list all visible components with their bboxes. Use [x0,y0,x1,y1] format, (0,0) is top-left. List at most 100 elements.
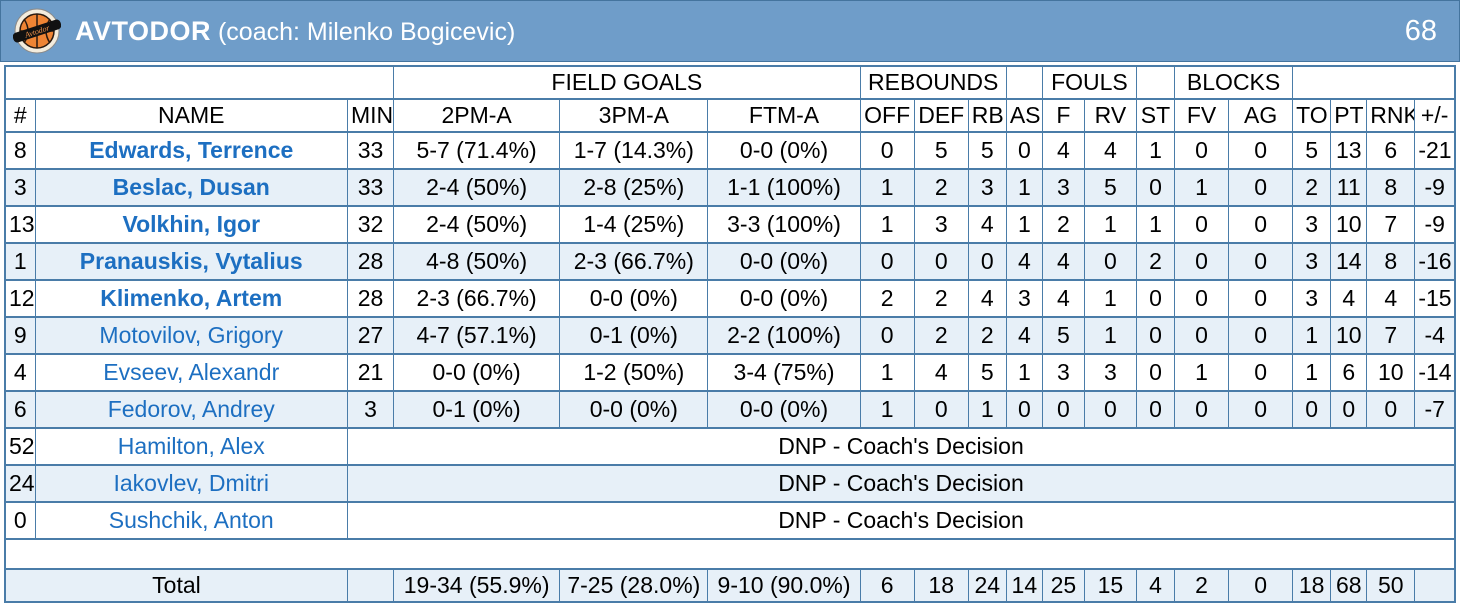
stat-cell: 2 [1135,242,1176,281]
col-header-number: # [4,98,36,133]
group-rebounds: REBOUNDS [859,65,1007,100]
stat-cell: 5-7 (71.4%) [393,131,561,170]
stat-cell: 0 [1135,279,1176,318]
stat-cell: 0 [1083,390,1137,429]
total-plusminus [1414,568,1456,603]
col-header-off: OFF [859,98,915,133]
stat-cell: 1 [859,168,915,207]
box-score-table: FIELD GOALS REBOUNDS FOULS BLOCKS # NAME… [4,65,1456,603]
stat-cell: 0 [1228,131,1294,170]
player-number: 4 [4,353,36,392]
stat-cell: 0 [1174,131,1230,170]
total-ftm: 9-10 (90.0%) [707,568,861,603]
stat-cell: 0 [1135,168,1176,207]
stat-cell: 1 [1174,353,1230,392]
player-name[interactable]: Edwards, Terrence [34,131,348,170]
stat-cell: 1 [1005,353,1043,392]
stat-cell: 0-0 (0%) [559,390,709,429]
player-number: 3 [4,168,36,207]
table-row: 6 Fedorov, Andrey 3 0-1 (0%) 0-0 (0%) 0-0 (0%… [4,390,1456,429]
stat-cell: 1-4 (25%) [559,205,709,244]
player-name[interactable]: Sushchik, Anton [34,501,348,540]
player-name[interactable]: Fedorov, Andrey [34,390,348,429]
stat-cell: 2 [967,316,1007,355]
total-ag: 0 [1228,568,1294,603]
table-row: 52 Hamilton, Alex DNP - Coach's Decision [4,427,1456,466]
stat-cell: -7 [1414,390,1456,429]
stat-cell: 0-0 (0%) [707,279,861,318]
col-header-2pm: 2PM-A [393,98,561,133]
stat-cell: 1 [1083,279,1137,318]
stat-cell: 0 [913,390,969,429]
stat-cell: 0-0 (0%) [707,390,861,429]
total-st: 4 [1135,568,1176,603]
stat-cell: 1 [1135,131,1176,170]
stat-cell: 2 [859,279,915,318]
column-header-row: # NAME MIN 2PM-A 3PM-A FTM-A OFF DEF RB … [4,98,1456,133]
stat-cell: 0 [1330,390,1368,429]
player-name[interactable]: Pranauskis, Vytalius [34,242,348,281]
stat-cell: 0-1 (0%) [559,316,709,355]
group-header-row: FIELD GOALS REBOUNDS FOULS BLOCKS [4,65,1456,100]
stat-cell: 0 [1228,168,1294,207]
group-field-goals: FIELD GOALS [393,65,861,100]
stat-cell: 3 [1292,242,1332,281]
player-name[interactable]: Volkhin, Igor [34,205,348,244]
stat-cell: 3 [1005,279,1043,318]
stat-cell: 3 [1083,353,1137,392]
stat-cell: 6 [1366,131,1416,170]
stat-cell: 33 [346,168,395,207]
total-off: 6 [859,568,915,603]
stat-cell: 0 [1174,390,1230,429]
player-number: 6 [4,390,36,429]
stat-cell: 3 [1292,279,1332,318]
stat-cell: 0 [1135,316,1176,355]
table-row: 24 Iakovlev, Dmitri DNP - Coach's Decision [4,464,1456,503]
stat-cell: 4 [967,279,1007,318]
col-header-name: NAME [34,98,348,133]
col-header-st: ST [1135,98,1176,133]
total-def: 18 [913,568,969,603]
col-header-3pm: 3PM-A [559,98,709,133]
stat-cell: 0-0 (0%) [707,242,861,281]
stat-cell: 2-2 (100%) [707,316,861,355]
player-name[interactable]: Evseev, Alexandr [34,353,348,392]
stat-cell: 6 [1330,353,1368,392]
player-number: 12 [4,279,36,318]
player-name[interactable]: Klimenko, Artem [34,279,348,318]
col-header-to: TO [1292,98,1332,133]
stat-cell: 0-1 (0%) [393,390,561,429]
stat-cell: 0 [859,316,915,355]
stat-cell: 4 [913,353,969,392]
table-row: 1 Pranauskis, Vytalius 28 4-8 (50%) 2-3 (66.… [4,242,1456,281]
player-name[interactable]: Iakovlev, Dmitri [34,464,348,503]
stat-cell: 3 [1041,353,1085,392]
player-name[interactable]: Motovilov, Grigory [34,316,348,355]
stat-cell: 32 [346,205,395,244]
player-number: 13 [4,205,36,244]
team-title: AVTODOR (coach: Milenko Bogicevic) [75,16,515,47]
total-2pm: 19-34 (55.9%) [393,568,561,603]
col-header-fv: FV [1174,98,1230,133]
col-header-as: AS [1005,98,1043,133]
player-number: 24 [4,464,36,503]
stat-cell: 7 [1366,205,1416,244]
player-name[interactable]: Hamilton, Alex [34,427,348,466]
stat-cell: 0 [1135,353,1176,392]
player-name[interactable]: Beslac, Dusan [34,168,348,207]
col-header-rb: RB [967,98,1007,133]
stat-cell: 10 [1330,205,1368,244]
stat-cell: 1-7 (14.3%) [559,131,709,170]
stat-cell: 1 [1292,316,1332,355]
stat-cell: 0-0 (0%) [707,131,861,170]
stat-cell: 2-3 (66.7%) [559,242,709,281]
total-to: 18 [1292,568,1332,603]
table-row: 12 Klimenko, Artem 28 2-3 (66.7%) 0-0 (0%) 0-… [4,279,1456,318]
team-logo-icon: Avtodor [12,7,62,55]
dnp-note: DNP - Coach's Decision [346,501,1456,540]
players-body: 8 Edwards, Terrence 33 5-7 (71.4%) 1-7 (14.3… [4,131,1456,540]
stat-cell: 0 [1228,205,1294,244]
stat-cell: 5 [967,353,1007,392]
stat-cell: 1-1 (100%) [707,168,861,207]
group-blank [1135,65,1176,100]
